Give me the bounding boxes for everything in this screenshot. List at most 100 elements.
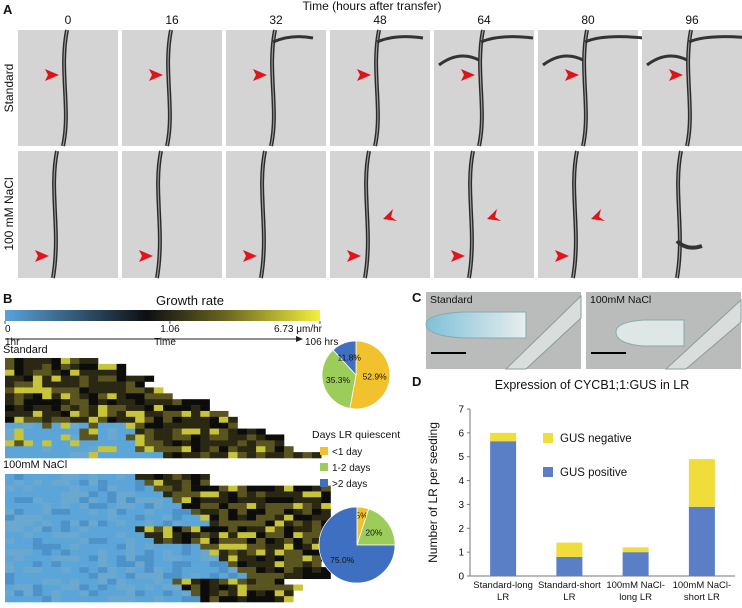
heatmap-cell: [284, 596, 294, 603]
heatmap-cell: [163, 422, 173, 429]
heatmap-cell: [70, 393, 80, 400]
heatmap-cell: [70, 526, 80, 533]
heatmap-cell: [60, 422, 71, 429]
heatmap-cell: [237, 572, 248, 580]
heatmap-cell: [153, 590, 164, 597]
heatmap-cell: [23, 452, 34, 459]
heatmap-cell: [293, 491, 303, 498]
heatmap-cell: [5, 508, 15, 516]
heatmap-cell: [153, 520, 164, 527]
heatmap-cell: [135, 399, 145, 406]
heatmap-cell: [32, 590, 43, 597]
heatmap-cell: [125, 590, 136, 597]
heatmap-cell: [79, 590, 89, 597]
heatmap-cell: [172, 452, 182, 459]
heatmap-cell: [284, 572, 294, 580]
heatmap-cell: [181, 446, 192, 453]
heatmap-cell: [228, 434, 238, 441]
heatmap-cell: [98, 584, 108, 591]
time-arrowhead: [296, 336, 303, 342]
heatmap-cell: [14, 538, 24, 545]
heatmap-cell: [42, 590, 52, 597]
heatmap-cell: [32, 393, 43, 400]
heatmap-cell: [98, 561, 108, 568]
heatmap-cell: [32, 446, 43, 453]
heatmap-cell: [5, 555, 15, 562]
heatmap-cell: [218, 567, 229, 574]
heatmap-cell: [23, 474, 34, 481]
heatmap-cell: [218, 440, 229, 447]
heatmap-cell: [116, 590, 127, 597]
heatmap-cell: [23, 538, 34, 545]
heatmap-cell: [200, 526, 210, 533]
heatmap-cell: [5, 422, 15, 429]
heatmap-cell: [311, 567, 322, 574]
root-edge: [686, 29, 692, 147]
heatmap-cell: [172, 543, 182, 550]
heatmap-cell: [125, 561, 136, 568]
heatmap-cell: [60, 526, 71, 533]
heatmap-cell: [79, 410, 89, 418]
panel-letter: A: [3, 2, 13, 17]
heatmap-cell: [14, 532, 24, 539]
heatmap-cell: [191, 532, 201, 539]
heatmap-cell: [191, 428, 201, 435]
heatmap-cell: [116, 543, 127, 550]
heatmap-cell: [191, 410, 201, 418]
heatmap-cell: [32, 381, 43, 388]
heatmap-cell: [265, 503, 275, 510]
heatmap-cell: [51, 532, 62, 539]
heatmap-cell: [5, 387, 15, 394]
pie-slice: [356, 508, 396, 546]
heatmap-cell: [209, 584, 220, 591]
heatmap-cell: [265, 514, 275, 521]
heatmap-cell: [209, 428, 220, 435]
heatmap-cell: [116, 572, 127, 580]
heatmap-cell: [32, 416, 43, 424]
heatmap-cell: [265, 508, 275, 516]
heatmap-cell: [311, 497, 322, 504]
heatmap-cell: [153, 538, 164, 545]
pie-value-label: 52.9%: [363, 372, 388, 382]
heatmap-cell: [237, 446, 248, 453]
heatmap-cell: [191, 422, 201, 429]
heatmap-cell: [218, 590, 229, 597]
heatmap-cell: [42, 369, 52, 376]
heatmap-cell: [125, 491, 136, 498]
heatmap-cell: [172, 503, 182, 510]
heatmap-cell: [144, 474, 155, 481]
colorbar: [5, 310, 320, 321]
heatmap-cell: [181, 434, 192, 441]
heatmap-cell: [98, 596, 108, 603]
heatmap-cell: [14, 497, 24, 504]
heatmap-cell: [163, 399, 173, 406]
heatmap-cell: [246, 538, 257, 545]
heatmap-cell: [32, 596, 43, 603]
heatmap-cell: [125, 399, 136, 406]
heatmap-cell: [153, 567, 164, 574]
y-tick-label: 4: [458, 476, 464, 487]
legend-swatch: [543, 467, 553, 477]
heatmap-cell: [302, 503, 313, 510]
heatmap-cell: [42, 503, 52, 510]
heatmap-cell: [88, 416, 99, 424]
heatmap-cell: [23, 549, 34, 556]
heatmap-cell: [153, 543, 164, 550]
heatmap-cell: [218, 538, 229, 545]
heatmap-cell: [293, 503, 303, 510]
heatmap-cell: [200, 474, 210, 481]
heatmap-cell: [23, 491, 34, 498]
heatmap-cell: [32, 578, 43, 585]
heatmap-cell: [14, 474, 24, 481]
heatmap-cell: [237, 555, 248, 562]
heatmap-cell: [135, 578, 145, 585]
heatmap-cell: [88, 363, 99, 371]
heatmap-cell: [144, 399, 155, 406]
heatmap-cell: [116, 428, 127, 435]
heatmap-cell: [163, 526, 173, 533]
heatmap-cell: [172, 428, 182, 435]
heatmap-cell: [5, 393, 15, 400]
heatmap-cell: [23, 567, 34, 574]
heatmap-cell: [135, 405, 145, 412]
